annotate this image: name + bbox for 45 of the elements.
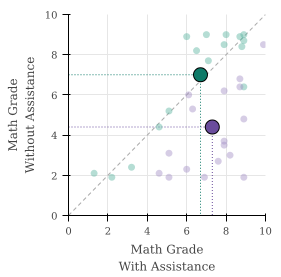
point bbox=[185, 91, 192, 98]
point bbox=[165, 174, 172, 181]
y-tick-label: 8 bbox=[51, 50, 58, 62]
point bbox=[193, 47, 200, 54]
y-tick-label: 4 bbox=[51, 131, 58, 142]
point bbox=[128, 164, 136, 171]
point bbox=[156, 170, 163, 177]
point bbox=[236, 75, 244, 82]
point bbox=[156, 124, 163, 131]
point bbox=[240, 174, 248, 181]
y-tick-label: 10 bbox=[44, 10, 58, 22]
point bbox=[214, 158, 222, 165]
point bbox=[165, 107, 172, 114]
point bbox=[108, 174, 116, 181]
point bbox=[204, 120, 220, 135]
point bbox=[226, 152, 234, 159]
point bbox=[192, 67, 208, 82]
x-tick-label: 6 bbox=[184, 226, 190, 238]
x-tick-label: 8 bbox=[222, 226, 230, 238]
point bbox=[240, 37, 248, 44]
point bbox=[240, 31, 248, 38]
point bbox=[183, 166, 190, 173]
x-tick-label: 4 bbox=[144, 226, 150, 238]
x-tick-label: 2 bbox=[104, 226, 112, 238]
y-tick-label: 2 bbox=[51, 171, 58, 182]
point bbox=[220, 41, 228, 48]
y-tick-label: 6 bbox=[51, 90, 58, 102]
y-axis-title: Math Grade Without Assistance bbox=[6, 56, 37, 174]
point bbox=[220, 87, 228, 94]
point bbox=[200, 174, 208, 181]
x-tick-label: 0 bbox=[65, 226, 72, 238]
x-tick-label: 10 bbox=[259, 226, 272, 238]
point bbox=[165, 150, 172, 157]
point bbox=[204, 57, 212, 64]
point bbox=[238, 43, 246, 50]
point bbox=[183, 33, 190, 40]
point bbox=[222, 31, 230, 38]
point bbox=[236, 83, 244, 90]
x-axis-title: Math Grade With Assistance bbox=[118, 242, 216, 274]
point bbox=[189, 105, 196, 112]
point bbox=[220, 142, 228, 149]
point bbox=[202, 31, 210, 38]
y-tick-label: 0 bbox=[51, 212, 58, 222]
point bbox=[240, 116, 248, 123]
point bbox=[90, 170, 98, 177]
